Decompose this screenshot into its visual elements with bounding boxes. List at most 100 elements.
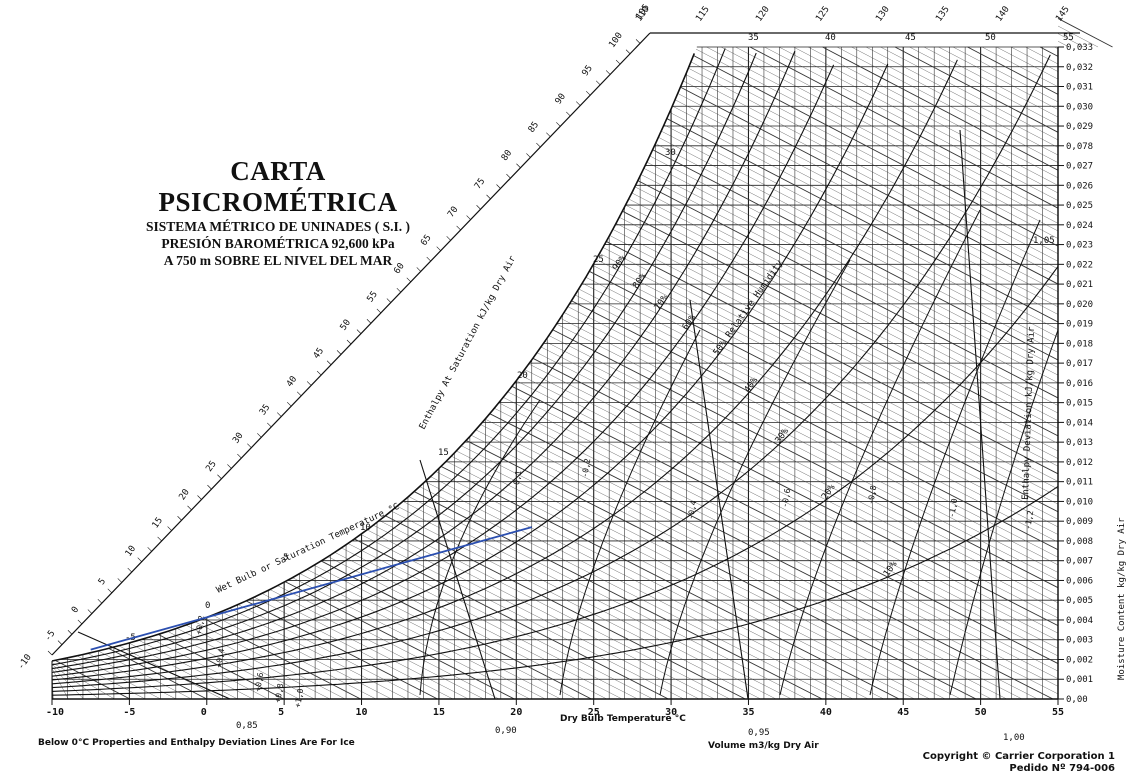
volume-line xyxy=(419,459,496,700)
rh-curve xyxy=(51,266,1059,692)
enthalpy-line xyxy=(475,429,1007,700)
wet-bulb-tick-label: 45 xyxy=(905,33,916,43)
enthalpy-deviation-label: -1,0 xyxy=(947,498,959,519)
enthalpy-line xyxy=(640,174,1059,391)
enthalpy-line xyxy=(212,614,377,700)
enthalpy-scale-tick xyxy=(566,111,571,117)
x-axis-title: Dry Bulb Temperature °C xyxy=(560,714,686,724)
enthalpy-tick-label: 25 xyxy=(204,459,218,474)
wet-bulb-tick-label: 50 xyxy=(985,33,996,43)
enthalpy-line xyxy=(764,46,1059,201)
y-tick-label: 0,023 xyxy=(1066,241,1093,251)
enthalpy-line xyxy=(628,198,1059,421)
rh-curve xyxy=(51,64,835,677)
enthalpy-line xyxy=(663,124,1059,330)
enthalpy-tick-label: 85 xyxy=(527,120,541,135)
enthalpy-line xyxy=(625,204,1059,429)
enthalpy-scale-tick xyxy=(117,578,122,583)
enthalpy-scale-tick xyxy=(336,350,342,355)
enthalpy-line xyxy=(254,597,454,700)
enthalpy-scale-tick xyxy=(496,184,501,189)
enthalpy-line xyxy=(237,604,423,700)
enthalpy-tick-label: 50 xyxy=(339,318,353,333)
wet-bulb-tick-label: 35 xyxy=(748,33,759,43)
x-tick-label: 50 xyxy=(975,707,987,718)
enthalpy-line xyxy=(360,534,684,700)
enthalpy-tick-label: 120 xyxy=(754,5,772,24)
rh-curve xyxy=(51,52,757,670)
enthalpy-line xyxy=(682,80,1059,277)
y-tick-label: 0,005 xyxy=(1066,596,1093,606)
enthalpy-line xyxy=(1057,18,1113,48)
enthalpy-line xyxy=(334,552,623,700)
enthalpy-scale-tick xyxy=(77,619,83,625)
enthalpy-line xyxy=(851,46,1059,156)
enthalpy-line xyxy=(778,46,1059,194)
enthalpy-line xyxy=(706,46,1059,232)
enthalpy-line xyxy=(1057,33,1084,48)
rh-curve-label: 10% xyxy=(882,559,900,579)
x-tick-label: -5 xyxy=(123,707,135,718)
enthalpy-line xyxy=(306,569,561,700)
y-tick-label: 0,030 xyxy=(1066,102,1093,112)
enthalpy-line xyxy=(677,93,1059,292)
enthalpy-scale-tick xyxy=(386,298,392,303)
enthalpy-tick-label: 20 xyxy=(177,488,191,503)
enthalpy-scale-tick xyxy=(167,526,172,531)
x-tick-label: 40 xyxy=(820,707,832,718)
enthalpy-scale-tick xyxy=(536,142,541,148)
enthalpy-scale-tick xyxy=(286,401,292,407)
enthalpy-scale-tick xyxy=(207,484,212,490)
enthalpy-line xyxy=(606,241,1059,475)
enthalpy-line xyxy=(571,300,1059,551)
enthalpy-line xyxy=(996,46,1059,80)
enthalpy-scale-tick xyxy=(87,609,93,614)
enthalpy-line xyxy=(397,506,777,700)
enthalpy-line xyxy=(354,538,669,700)
x-tick-label: 15 xyxy=(433,707,445,718)
enthalpy-line xyxy=(548,335,1059,596)
enthalpy-scale-tick xyxy=(227,464,232,469)
enthalpy-tick-label: 70 xyxy=(446,205,460,220)
enthalpy-line xyxy=(685,74,1059,270)
enthalpy-tick-label: 80 xyxy=(500,148,514,163)
enthalpy-scale-tick xyxy=(97,598,103,604)
enthalpy-line xyxy=(480,424,1023,700)
enthalpy-tick-label: 10 xyxy=(124,544,138,559)
volume-tick-label: 0,85 xyxy=(236,721,258,731)
y-tick-label: 0,022 xyxy=(1066,260,1093,270)
enthalpy-line xyxy=(807,46,1059,178)
enthalpy-scale-tick xyxy=(47,650,53,656)
enthalpy-deviation-label: -0,8 xyxy=(866,485,878,506)
enthalpy-tick-label: 5 xyxy=(97,577,108,587)
enthalpy-scale-tick xyxy=(67,630,73,635)
enthalpy-line xyxy=(176,628,315,700)
enthalpy-line xyxy=(138,640,254,700)
enthalpy-line xyxy=(582,282,1059,528)
enthalpy-scale-tick xyxy=(446,236,451,241)
enthalpy-scale-tick xyxy=(476,205,481,210)
enthalpy-line xyxy=(909,46,1059,125)
volume-line xyxy=(77,631,231,700)
enthalpy-line xyxy=(528,363,1059,634)
rh-curve xyxy=(51,50,796,673)
enthalpy-tick-label: 130 xyxy=(874,5,892,24)
enthalpy-line xyxy=(631,192,1059,414)
enthalpy-line xyxy=(652,149,1059,361)
enthalpy-scale-tick xyxy=(127,567,132,573)
enthalpy-scale-tick xyxy=(107,588,113,594)
enthalpy-line xyxy=(938,46,1059,110)
enthalpy-scale-tick xyxy=(466,215,471,220)
y-tick-label: 0,019 xyxy=(1066,320,1093,330)
enthalpy-line xyxy=(419,486,838,700)
y-tick-label: 0,078 xyxy=(1066,142,1093,152)
enthalpy-line xyxy=(1025,46,1059,65)
enthalpy-line xyxy=(516,380,1059,657)
wet-bulb-tick-label: 30 xyxy=(665,148,676,158)
enthalpy-line xyxy=(347,543,654,700)
enthalpy-line xyxy=(649,155,1059,368)
chart-subtitle-pressure: PRESIÓN BAROMÉTRICA 92,600 kPa xyxy=(161,236,395,251)
enthalpy-line xyxy=(327,556,607,700)
enthalpy-line xyxy=(967,46,1059,95)
enthalpy-scale-tick xyxy=(257,433,262,438)
